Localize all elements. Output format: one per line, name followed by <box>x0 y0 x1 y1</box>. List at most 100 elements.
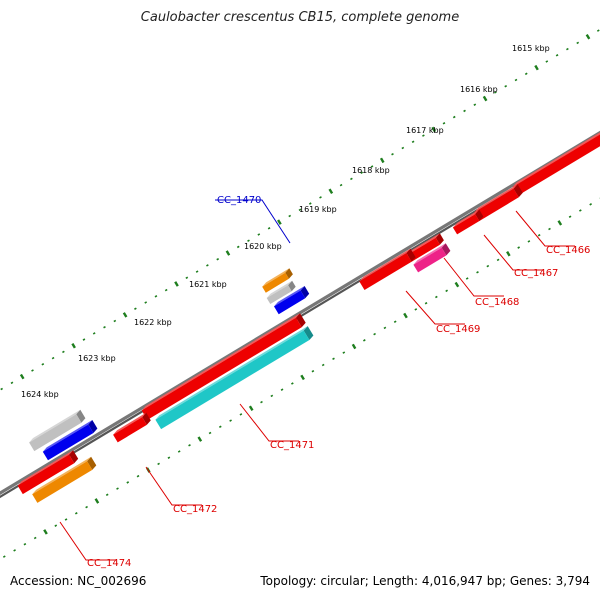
gene-front-face <box>407 237 440 262</box>
gene-end-face <box>513 184 523 198</box>
gene-feature-magenta[interactable] <box>413 243 451 273</box>
gene-feature-orange[interactable] <box>32 456 97 503</box>
inner-tick <box>239 413 243 416</box>
gene-feature-red[interactable] <box>474 184 523 221</box>
gene-feature-blue[interactable] <box>274 286 310 315</box>
gene-label-cc-1472[interactable]: CC_1472 <box>173 504 217 515</box>
gene-end-face <box>300 286 310 299</box>
gene-front-face <box>274 290 306 315</box>
inner-tick <box>351 343 357 350</box>
kbp-label: 1621 kbp <box>189 280 227 289</box>
inner-tick <box>434 295 438 299</box>
gene-feature-blue[interactable] <box>42 420 98 461</box>
leader-line <box>145 466 202 506</box>
inner-tick <box>362 339 366 342</box>
tick-rings <box>0 29 600 558</box>
inner-tick <box>342 351 346 354</box>
gene-top-face <box>42 420 93 452</box>
outer-tick <box>494 91 497 94</box>
inner-tick <box>157 462 160 466</box>
outer-tick <box>41 363 45 366</box>
inner-tick <box>116 487 119 490</box>
gene-feature-red[interactable] <box>407 233 444 262</box>
inner-tick <box>557 220 563 226</box>
inner-tick <box>321 363 325 367</box>
outer-tick <box>524 72 528 76</box>
leader-line <box>443 257 504 297</box>
outer-tick <box>288 214 292 218</box>
outer-tick <box>82 338 86 341</box>
gene-front-face <box>452 214 480 235</box>
gene-end-face <box>142 412 151 425</box>
inner-tick <box>589 203 593 206</box>
gene-feature-gray[interactable] <box>266 280 296 304</box>
outer-tick <box>122 312 128 318</box>
gene-feature-cyan[interactable] <box>155 326 314 430</box>
gene-end-face <box>435 233 444 245</box>
outer-tick <box>473 103 477 106</box>
inner-tick <box>548 227 551 231</box>
gene-top-face <box>17 450 74 486</box>
gene-front-face <box>17 454 75 495</box>
outer-tick <box>422 134 425 137</box>
outer-tick <box>411 140 415 144</box>
outer-tick <box>71 342 76 349</box>
inner-tick <box>208 431 212 435</box>
gene-feature-red[interactable] <box>359 248 416 290</box>
inner-tick <box>13 549 16 552</box>
outer-tick <box>585 33 591 40</box>
gene-end-face <box>69 450 79 464</box>
inner-tick <box>54 524 58 527</box>
outer-tick <box>0 387 4 391</box>
gene-feature-orange[interactable] <box>262 268 293 293</box>
outer-tick <box>360 171 364 174</box>
inner-tick <box>527 240 531 243</box>
gene-feature-red[interactable] <box>512 120 600 196</box>
gene-end-face <box>288 280 296 292</box>
kbp-label: 1618 kbp <box>352 166 390 175</box>
gene-top-face <box>512 132 600 187</box>
outer-tick <box>10 381 14 385</box>
inner-tick <box>218 425 222 429</box>
gene-top-face <box>274 286 305 307</box>
gene-label-cc-1469[interactable]: CC_1469 <box>436 324 480 335</box>
gene-features <box>17 120 600 503</box>
outer-tick <box>370 165 374 168</box>
gene-label-cc-1467[interactable]: CC_1467 <box>514 268 558 279</box>
gene-label-cc-1468[interactable]: CC_1468 <box>475 297 519 308</box>
inner-tick <box>537 233 541 237</box>
outer-tick <box>62 350 65 354</box>
inner-tick <box>454 281 460 288</box>
gene-label-cc-1470[interactable]: CC_1470 <box>217 195 261 206</box>
outer-tick <box>319 196 322 199</box>
inner-tick <box>126 481 130 484</box>
inner-tick <box>414 308 418 311</box>
inner-tick <box>311 369 315 373</box>
accession-label: Accession: NC_002696 <box>10 574 147 588</box>
gene-front-face <box>29 414 82 452</box>
gene-label-cc-1466[interactable]: CC_1466 <box>546 245 590 256</box>
gene-feature-gray[interactable] <box>29 409 86 452</box>
outer-tick <box>339 183 343 187</box>
outer-tick <box>328 188 334 195</box>
inner-tick <box>74 512 78 515</box>
gene-feature-red[interactable] <box>17 450 79 495</box>
gene-top-face <box>29 409 81 443</box>
outer-tick <box>185 276 189 280</box>
inner-tick <box>465 277 469 280</box>
outer-tick <box>216 257 220 261</box>
gene-feature-red[interactable] <box>452 209 484 235</box>
gene-feature-red[interactable] <box>141 313 306 420</box>
outer-tick <box>463 109 466 113</box>
outer-tick <box>401 146 405 150</box>
gene-end-face <box>406 248 416 262</box>
inner-tick <box>300 374 305 381</box>
gene-front-face <box>413 247 447 273</box>
leader-line <box>215 199 291 244</box>
gene-label-cc-1474[interactable]: CC_1474 <box>87 558 131 569</box>
outer-tick <box>225 250 231 256</box>
gene-front-face <box>474 188 519 221</box>
outer-tick <box>257 233 261 236</box>
gene-label-cc-1471[interactable]: CC_1471 <box>270 440 314 451</box>
gene-feature-red[interactable] <box>113 412 151 443</box>
